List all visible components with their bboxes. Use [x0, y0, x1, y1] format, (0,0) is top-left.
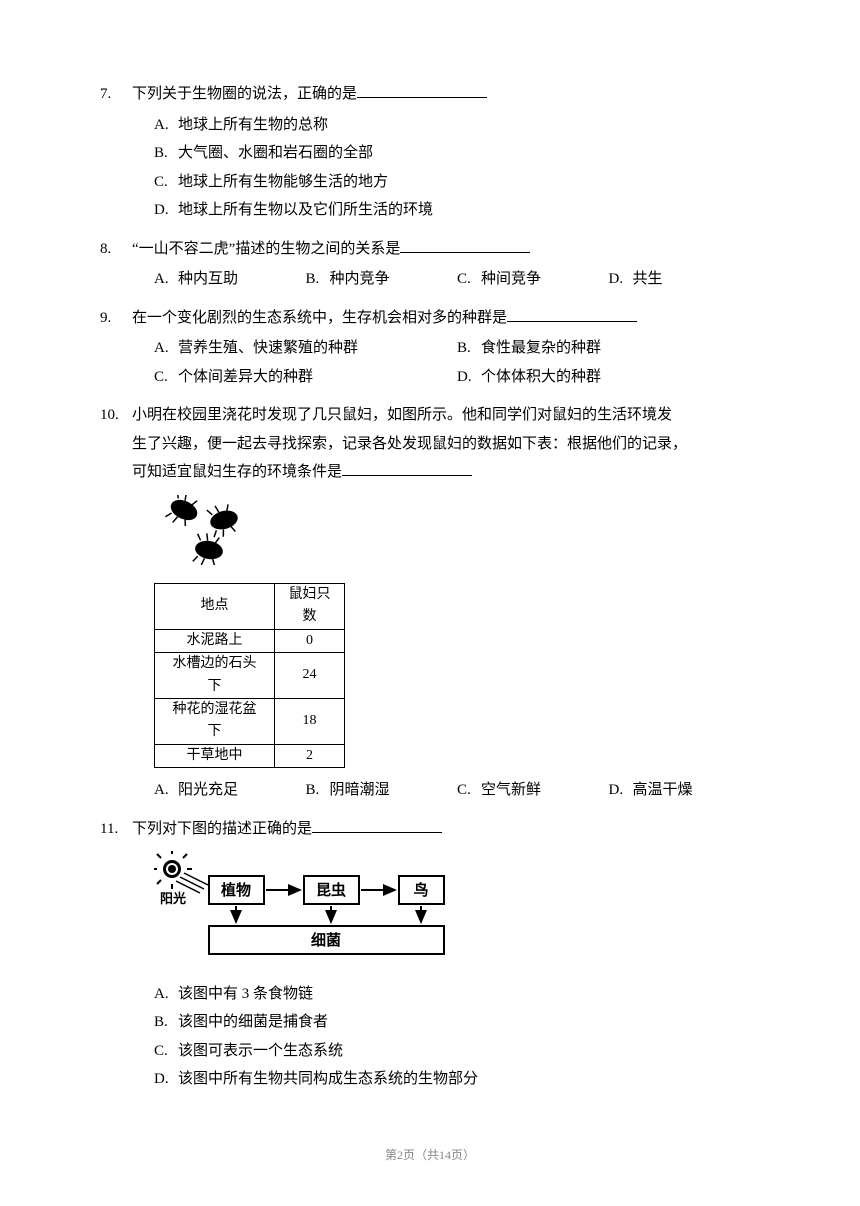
- table-row: 水槽边的石头下 24: [155, 653, 345, 699]
- table-row: 干草地中 2: [155, 744, 345, 767]
- q11-food-chain-diagram: 阳光 植物 昆虫 鸟 细菌: [154, 851, 760, 972]
- q11-opt-c: C.该图可表示一个生态系统: [154, 1037, 760, 1066]
- blank: [357, 82, 487, 99]
- q10-text: 小明在校园里浇花时发现了几只鼠妇，如图所示。他和同学们对鼠妇的生活环境发: [132, 401, 760, 430]
- q10-opt-c: C.空气新鲜: [457, 776, 609, 805]
- q7-opt-c: C.地球上所有生物能够生活的地方: [154, 168, 760, 197]
- table-cell: 水槽边的石头下: [155, 653, 275, 699]
- q7-opt-d: D.地球上所有生物以及它们所生活的环境: [154, 196, 760, 225]
- question-9: 9. 在一个变化剧烈的生态系统中，生存机会相对多的种群是 A.营养生殖、快速繁殖…: [100, 304, 760, 392]
- q10-opt-b: B.阴暗潮湿: [306, 776, 458, 805]
- page-footer: 第2页（共14页）: [100, 1144, 760, 1167]
- q7-opt-a: A.地球上所有生物的总称: [154, 111, 760, 140]
- q7-options: A.地球上所有生物的总称 B.大气圈、水圈和岩石圈的全部 C.地球上所有生物能够…: [154, 111, 760, 225]
- table-cell: 种花的湿花盆下: [155, 698, 275, 744]
- blank: [507, 305, 637, 322]
- node-insect: 昆虫: [316, 881, 346, 899]
- q11-opt-b: B.该图中的细菌是捕食者: [154, 1008, 760, 1037]
- q7-opt-b: B.大气圈、水圈和岩石圈的全部: [154, 139, 760, 168]
- node-bird: 鸟: [413, 881, 428, 899]
- q7-stem: 7. 下列关于生物圈的说法，正确的是: [100, 80, 760, 109]
- q9-opt-d: D.个体体积大的种群: [457, 363, 760, 392]
- table-header: 鼠妇只数: [275, 584, 345, 630]
- node-plant: 植物: [221, 881, 251, 899]
- q10-opt-a: A.阳光充足: [154, 776, 306, 805]
- q8-opt-b: B.种内竞争: [306, 265, 458, 294]
- question-10: 10. 小明在校园里浇花时发现了几只鼠妇，如图所示。他和同学们对鼠妇的生活环境发…: [100, 401, 760, 805]
- q11-opt-d: D.该图中所有生物共同构成生态系统的生物部分: [154, 1065, 760, 1094]
- table-cell: 0: [275, 629, 345, 652]
- q8-stem: 8. “一山不容二虎”描述的生物之间的关系是: [100, 235, 760, 264]
- table-cell: 18: [275, 698, 345, 744]
- question-8: 8. “一山不容二虎”描述的生物之间的关系是 A.种内互助 B.种内竞争 C.种…: [100, 235, 760, 294]
- q10-opt-d: D.高温干燥: [609, 776, 761, 805]
- node-bacteria: 细菌: [311, 931, 341, 949]
- q10-number: 10.: [100, 401, 132, 430]
- q10-stem: 10. 小明在校园里浇花时发现了几只鼠妇，如图所示。他和同学们对鼠妇的生活环境发: [100, 401, 760, 430]
- q11-opt-a: A.该图中有 3 条食物链: [154, 980, 760, 1009]
- q10-stem-line3: 可知适宜鼠妇生存的环境条件是: [132, 458, 760, 487]
- q7-number: 7.: [100, 80, 132, 109]
- q8-opt-c: C.种间竞争: [457, 265, 609, 294]
- q7-text: 下列关于生物圈的说法，正确的是: [132, 80, 760, 109]
- q10-options: A.阳光充足 B.阴暗潮湿 C.空气新鲜 D.高温干燥: [154, 776, 760, 805]
- q8-opt-d: D.共生: [609, 265, 761, 294]
- q9-number: 9.: [100, 304, 132, 333]
- sun-label: 阳光: [160, 891, 186, 906]
- table-header-row: 地点 鼠妇只数: [155, 584, 345, 630]
- q9-opt-c: C.个体间差异大的种群: [154, 363, 457, 392]
- q9-options: A.营养生殖、快速繁殖的种群 B.食性最复杂的种群 C.个体间差异大的种群 D.…: [154, 334, 760, 391]
- q11-text: 下列对下图的描述正确的是: [132, 815, 760, 844]
- q9-text: 在一个变化剧烈的生态系统中，生存机会相对多的种群是: [132, 304, 760, 333]
- q8-opt-a: A.种内互助: [154, 265, 306, 294]
- question-11: 11. 下列对下图的描述正确的是: [100, 815, 760, 1094]
- sun-icon: [154, 851, 208, 893]
- q11-stem: 11. 下列对下图的描述正确的是: [100, 815, 760, 844]
- table-row: 水泥路上 0: [155, 629, 345, 652]
- table-row: 种花的湿花盆下 18: [155, 698, 345, 744]
- q8-text: “一山不容二虎”描述的生物之间的关系是: [132, 235, 760, 264]
- q9-opt-a: A.营养生殖、快速繁殖的种群: [154, 334, 457, 363]
- table-cell: 2: [275, 744, 345, 767]
- q10-stem-line2: 生了兴趣，便一起去寻找探索，记录各处发现鼠妇的数据如下表：根据他们的记录，: [132, 430, 760, 459]
- q8-number: 8.: [100, 235, 132, 264]
- q8-options: A.种内互助 B.种内竞争 C.种间竞争 D.共生: [154, 265, 760, 294]
- table-cell: 水泥路上: [155, 629, 275, 652]
- table-cell: 干草地中: [155, 744, 275, 767]
- blank: [400, 236, 530, 253]
- q10-data-table: 地点 鼠妇只数 水泥路上 0 水槽边的石头下 24 种花的湿花盆下 18 干草地…: [154, 583, 345, 768]
- q9-opt-b: B.食性最复杂的种群: [457, 334, 760, 363]
- question-7: 7. 下列关于生物圈的说法，正确的是 A.地球上所有生物的总称 B.大气圈、水圈…: [100, 80, 760, 225]
- blank: [312, 816, 442, 833]
- q11-number: 11.: [100, 815, 132, 844]
- blank: [342, 460, 472, 477]
- q11-options: A.该图中有 3 条食物链 B.该图中的细菌是捕食者 C.该图可表示一个生态系统…: [154, 980, 760, 1094]
- table-header: 地点: [155, 584, 275, 630]
- table-cell: 24: [275, 653, 345, 699]
- q9-stem: 9. 在一个变化剧烈的生态系统中，生存机会相对多的种群是: [100, 304, 760, 333]
- bugs-illustration: [154, 495, 760, 576]
